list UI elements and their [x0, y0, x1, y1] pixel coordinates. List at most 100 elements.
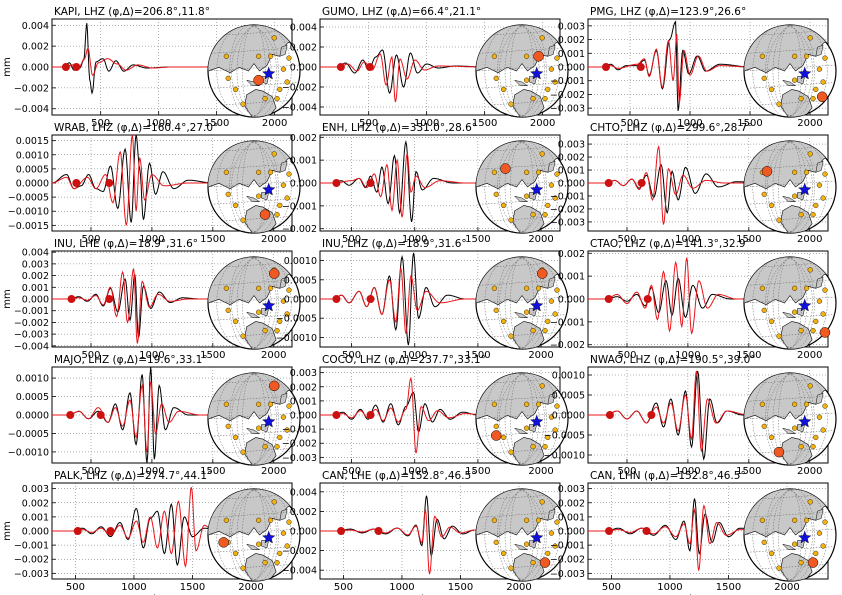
parallel-line — [208, 47, 300, 54]
station-dot — [523, 285, 530, 291]
meridian-line — [231, 373, 292, 465]
station-dot — [535, 401, 542, 407]
station-dot — [810, 444, 816, 450]
station-dot — [548, 66, 555, 72]
station-dot — [791, 541, 798, 547]
station-dot — [548, 182, 555, 188]
station-dot — [284, 79, 290, 85]
station-dot — [493, 191, 499, 197]
parallel-line — [744, 279, 836, 286]
parallel-line — [744, 64, 836, 72]
y-tick-label: −0.003 — [14, 330, 49, 341]
x-tick-label: 1000 — [402, 234, 427, 245]
station-dot — [798, 444, 804, 450]
current-station-marker — [533, 51, 544, 62]
meridian-line — [216, 257, 277, 349]
parallel-line — [476, 395, 568, 402]
parallel-line — [744, 511, 836, 518]
y-tick-label: 0.001 — [290, 156, 317, 167]
y-tick-label: 0.0010 — [16, 150, 49, 161]
panel-12: 500 1000 1500 2000 0.0010 0.0005 0.0000 −0.0005… — [544, 354, 837, 477]
station-dot — [820, 311, 826, 317]
meridian-line — [242, 489, 266, 581]
x-tick-label: 2000 — [528, 466, 553, 477]
station-dot — [271, 151, 277, 157]
pick-marker — [61, 63, 70, 71]
panel-15: 500 1000 1500 2000 0.003 0.002 0.001 0.000 −0.00… — [550, 470, 837, 595]
panel-title: CHTO, LHZ (φ,Δ)=299.6°,28.7° — [590, 122, 753, 134]
location-map-7 — [475, 256, 569, 350]
meridian-line — [497, 25, 540, 117]
station-dot — [816, 414, 823, 420]
meridian-line — [499, 25, 560, 117]
station-dot — [277, 202, 283, 209]
australia-landmass — [512, 437, 545, 465]
panel-11: 500 1000 1500 2000 0.003 0.002 0.001 0.000 −0.00… — [282, 354, 569, 477]
meridian-line — [510, 373, 534, 465]
station-dot — [280, 66, 287, 72]
parallel-line — [208, 563, 300, 571]
station-dot — [280, 414, 287, 420]
japan-landmass — [279, 392, 288, 405]
station-dot — [791, 193, 798, 199]
station-dot — [262, 559, 268, 566]
australia-landmass — [244, 437, 277, 465]
japan-landmass — [547, 276, 556, 289]
x-tick-label: 1500 — [180, 582, 205, 593]
station-dot — [761, 75, 767, 81]
panel-title: MAJO, LHZ (φ,Δ)=19.6°,33.1° — [54, 354, 208, 366]
station-dot — [554, 287, 560, 293]
meridian-line — [767, 489, 828, 581]
australia-landmass — [780, 553, 813, 581]
pick-marker — [332, 295, 341, 303]
parallel-line — [744, 412, 836, 420]
y-tick-label: −0.0005 — [8, 193, 49, 204]
parallel-line — [476, 563, 568, 571]
station-dot — [233, 86, 239, 93]
station-dot — [274, 328, 280, 334]
meridian-line — [216, 25, 277, 117]
station-dot — [501, 434, 507, 441]
event-star-marker — [797, 182, 812, 196]
x-tick-label: 1000 — [675, 234, 700, 245]
station-dot — [552, 195, 558, 201]
pick-marker — [602, 63, 610, 71]
y-tick-label: −0.002 — [550, 555, 585, 566]
parallel-line — [208, 163, 300, 170]
station-dot — [542, 212, 548, 218]
indonesia-island — [781, 79, 797, 86]
station-dot — [552, 427, 558, 433]
station-dot — [535, 517, 542, 523]
pick-marker — [332, 179, 341, 187]
event-star-marker — [529, 298, 544, 312]
y-tick-label: 0.0000 — [16, 179, 49, 190]
station-dot — [286, 55, 292, 61]
station-dot — [816, 530, 823, 536]
y-tick-label: 0.000 — [558, 63, 585, 74]
station-dot — [535, 169, 542, 175]
station-dot — [225, 307, 231, 313]
x-tick-label: 1000 — [139, 234, 164, 245]
panel-title: COCO, LHZ (φ,Δ)=237.7°,33.1° — [322, 354, 486, 366]
parallel-line — [744, 99, 836, 107]
y-tick-label: −0.0010 — [8, 447, 49, 458]
x-tick-label: 1000 — [675, 350, 700, 361]
japan-landmass — [547, 44, 556, 57]
station-dot — [768, 434, 775, 441]
station-dot — [523, 517, 530, 523]
station-dot — [530, 328, 536, 334]
parallel-line — [476, 447, 568, 455]
x-tick-label: 500 — [66, 582, 85, 593]
x-tick-label: 500 — [342, 350, 361, 361]
meridian-line — [231, 489, 292, 581]
location-map-5 — [743, 140, 837, 234]
y-tick-label: 0.001 — [558, 272, 585, 283]
y-tick-label: −0.003 — [14, 569, 49, 580]
pick-marker — [332, 411, 341, 419]
station-dot — [816, 66, 823, 72]
y-tick-label: 0.003 — [290, 368, 317, 379]
x-tick-label: 500 — [91, 118, 110, 129]
y-tick-label: −0.002 — [282, 224, 317, 235]
station-dot — [233, 202, 239, 209]
meridian-line — [504, 257, 547, 349]
